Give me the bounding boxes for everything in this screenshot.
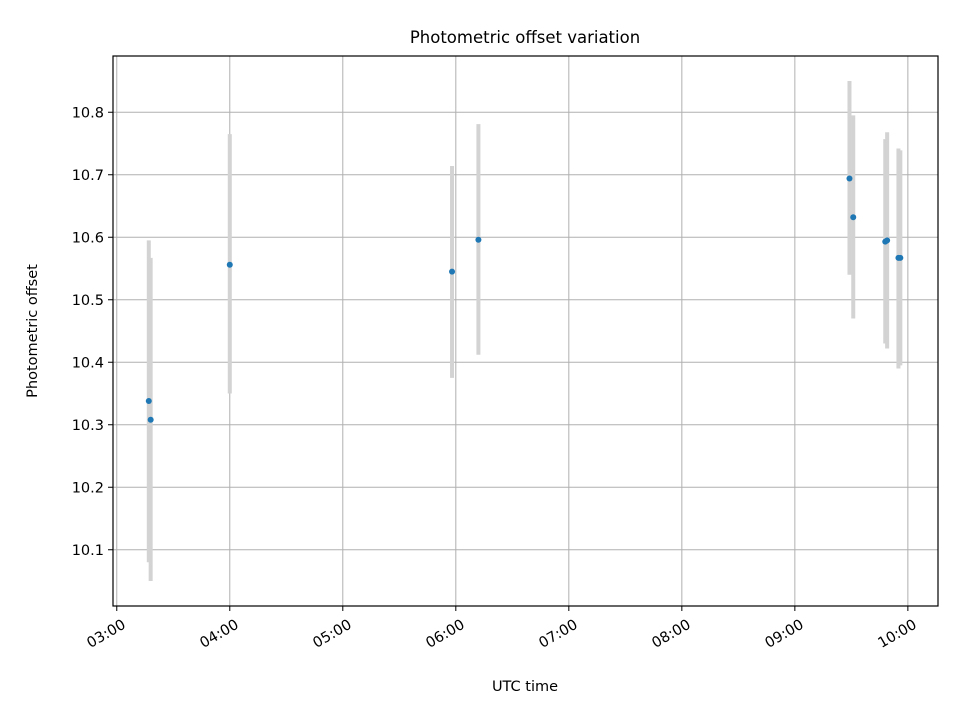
y-tick-label: 10.7 bbox=[72, 168, 104, 184]
data-point bbox=[226, 261, 233, 268]
y-tick-label: 10.6 bbox=[72, 230, 104, 246]
y-axis-label: Photometric offset bbox=[25, 264, 41, 398]
data-point bbox=[475, 236, 482, 243]
chart-title: Photometric offset variation bbox=[410, 28, 640, 47]
y-tick-label: 10.3 bbox=[72, 418, 104, 434]
y-tick-label: 10.1 bbox=[72, 543, 104, 559]
y-tick-label: 10.8 bbox=[72, 105, 104, 121]
plot-frame bbox=[112, 55, 939, 607]
grid bbox=[113, 56, 938, 606]
data-point bbox=[846, 175, 853, 182]
data-point bbox=[884, 237, 891, 244]
data-points bbox=[145, 175, 904, 423]
data-point bbox=[147, 416, 154, 423]
y-tick-label: 10.4 bbox=[72, 355, 104, 371]
y-tick-label: 10.2 bbox=[72, 480, 104, 496]
data-point bbox=[850, 214, 857, 221]
x-axis-label: UTC time bbox=[492, 679, 558, 695]
data-point bbox=[897, 254, 904, 261]
data-point bbox=[449, 268, 456, 275]
data-point bbox=[145, 398, 152, 404]
y-tick-label: 10.5 bbox=[72, 293, 104, 309]
